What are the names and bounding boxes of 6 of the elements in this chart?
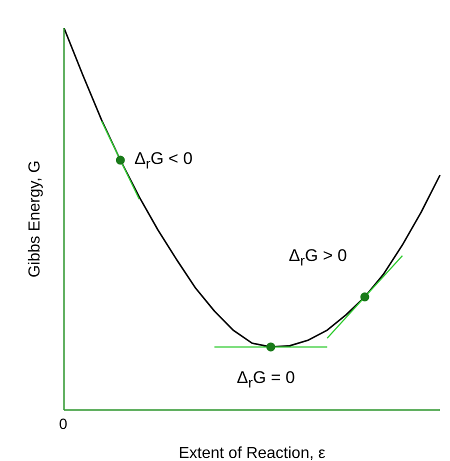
x-axis-title: Extent of Reaction, ε [178, 445, 326, 461]
annotation: Δ$_{r}$G = 0 [236, 366, 295, 394]
text: 0 [59, 416, 68, 434]
annotation: Δ$_{r}$G < 0 [134, 148, 193, 175]
y-axis-title: Gibbs Energy, G [26, 160, 44, 278]
annotation: Δ$_{r}$G > 0 [288, 244, 347, 272]
